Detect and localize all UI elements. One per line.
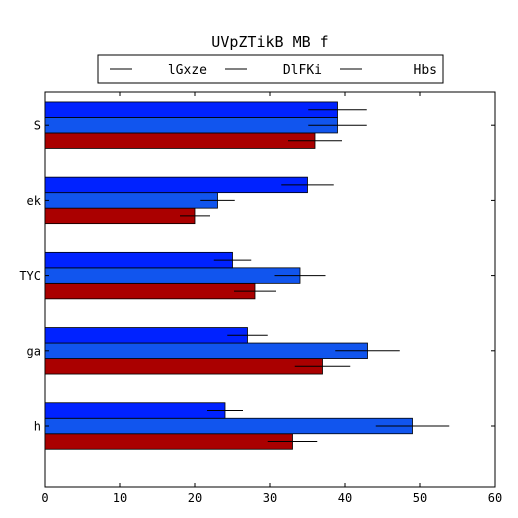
bar bbox=[44, 117, 338, 134]
legend: lGxze DlFKi Hbs bbox=[97, 54, 444, 84]
x-axis: 0 10 20 30 40 50 60 bbox=[41, 92, 502, 505]
bar bbox=[44, 327, 248, 344]
bar bbox=[44, 251, 233, 269]
bar bbox=[44, 402, 226, 419]
y-tick-label: ek bbox=[27, 194, 42, 208]
bar bbox=[44, 176, 308, 194]
legend-label: DlFKi bbox=[283, 63, 322, 78]
bar bbox=[44, 192, 218, 209]
bar bbox=[44, 132, 316, 149]
bar bbox=[44, 417, 413, 435]
x-tick-label: 40 bbox=[338, 491, 352, 505]
legend-label: lGxze bbox=[168, 63, 207, 78]
x-tick-label: 0 bbox=[41, 491, 48, 505]
y-tick-label: ga bbox=[27, 344, 41, 358]
bar bbox=[44, 358, 323, 375]
legend-label: Hbs bbox=[414, 63, 437, 78]
x-tick-label: 50 bbox=[413, 491, 427, 505]
bar bbox=[44, 342, 368, 359]
x-tick-label: 10 bbox=[113, 491, 127, 505]
bar bbox=[44, 433, 293, 450]
y-tick-label: S bbox=[34, 119, 41, 133]
y-axis: h ga TYC ek S bbox=[19, 119, 495, 434]
y-tick-label: TYC bbox=[19, 269, 41, 283]
chart-title: UVpZTikB MB f bbox=[211, 33, 328, 51]
y-tick-label: h bbox=[34, 420, 41, 434]
x-tick-label: 60 bbox=[488, 491, 502, 505]
bars-group bbox=[44, 101, 413, 450]
legend-box bbox=[97, 54, 444, 84]
error-bars-group bbox=[180, 109, 450, 442]
bar bbox=[44, 207, 196, 225]
x-tick-label: 30 bbox=[263, 491, 277, 505]
bar bbox=[44, 282, 256, 300]
bar bbox=[44, 101, 338, 118]
bar bbox=[44, 267, 301, 284]
x-tick-label: 20 bbox=[188, 491, 202, 505]
